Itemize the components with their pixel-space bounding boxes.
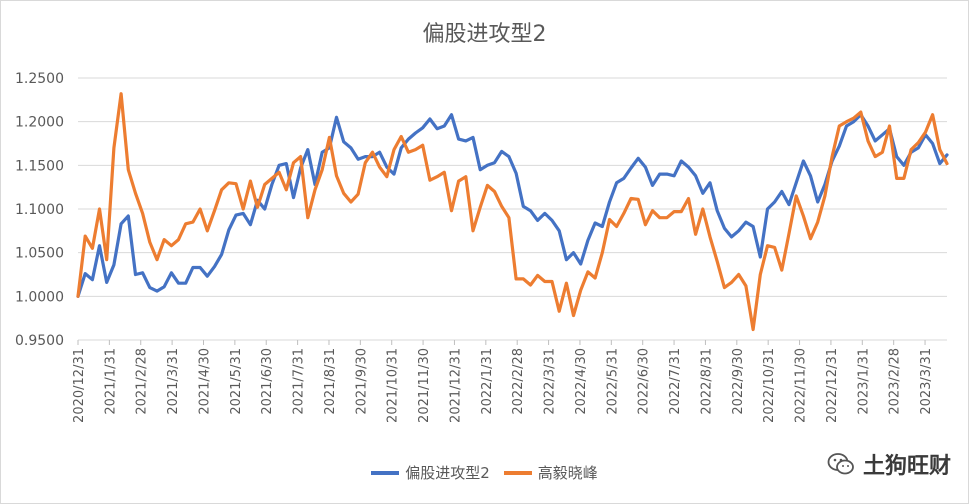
y-axis-ticks: 1.2500 1.2000 1.1500 1.1000 1.0500 1.0000 0.95… <box>15 71 64 349</box>
x-tick-label: 2020/12/31 <box>72 348 87 423</box>
x-tick-label: 2022/3/31 <box>543 348 558 415</box>
x-tick-label: 2022/6/30 <box>637 348 652 415</box>
legend-swatch-series2 <box>503 470 532 475</box>
x-tick-label: 2022/8/31 <box>699 348 714 415</box>
y-tick-label: 1.0000 <box>15 289 64 305</box>
x-tick-label: 2021/4/30 <box>197 348 212 415</box>
x-tick-label: 2022/12/31 <box>825 348 840 423</box>
x-tick-label: 2021/9/30 <box>354 348 369 415</box>
legend: 偏股进攻型2 高毅晓峰 <box>0 462 969 483</box>
y-tick-label: 1.1500 <box>15 158 64 174</box>
series-line-1 <box>76 113 949 298</box>
x-tick-label: 2021/7/31 <box>292 348 307 415</box>
y-tick-label: 1.2500 <box>15 71 64 87</box>
x-tick-label: 2022/2/28 <box>511 348 526 415</box>
legend-item-series1: 偏股进攻型2 <box>371 462 490 483</box>
x-tick-label: 2021/3/31 <box>166 348 181 415</box>
series-line-2 <box>76 92 949 332</box>
series-lines <box>76 92 949 332</box>
x-tick-label: 2021/10/31 <box>386 348 401 423</box>
x-tick-label: 2022/4/30 <box>574 348 589 415</box>
x-tick-label: 2021/1/31 <box>103 348 118 415</box>
x-tick-label: 2021/8/31 <box>323 348 338 415</box>
x-tick-label: 2023/1/31 <box>856 348 871 415</box>
legend-label-series2: 高毅晓峰 <box>537 464 598 482</box>
y-tick-label: 1.0500 <box>15 246 64 262</box>
gridlines <box>78 77 947 341</box>
x-tick-label: 2021/11/30 <box>417 348 432 423</box>
wechat-icon <box>827 453 854 475</box>
x-tick-label: 2022/7/31 <box>668 348 683 415</box>
watermark: 土狗旺财 <box>827 448 951 480</box>
x-tick-label: 2021/6/30 <box>260 348 275 415</box>
y-tick-label: 1.2000 <box>15 115 64 131</box>
legend-item-series2: 高毅晓峰 <box>503 462 598 483</box>
watermark-text: 土狗旺财 <box>862 454 951 479</box>
y-tick-label: 0.9500 <box>15 333 64 349</box>
x-tick-label: 2023/3/31 <box>919 348 934 415</box>
legend-label-series1: 偏股进攻型2 <box>405 464 490 482</box>
chart-title: 偏股进攻型2 <box>422 22 547 47</box>
x-tick-label: 2022/5/31 <box>605 348 620 415</box>
x-tick-label: 2021/12/31 <box>448 348 463 423</box>
x-tick-label: 2023/2/28 <box>888 348 903 415</box>
x-tick-label: 2021/5/31 <box>229 348 244 415</box>
x-axis-ticks: 2020/12/31 2021/1/31 2021/2/28 2021/3/31 202… <box>72 340 934 423</box>
y-tick-label: 1.1000 <box>15 202 64 218</box>
x-tick-label: 2022/9/30 <box>731 348 746 415</box>
x-tick-label: 2021/2/28 <box>135 348 150 415</box>
x-tick-label: 2022/11/30 <box>794 348 809 423</box>
legend-swatch-series1 <box>371 470 400 475</box>
x-tick-label: 2022/1/31 <box>480 348 495 415</box>
x-tick-label: 2022/10/31 <box>762 348 777 423</box>
